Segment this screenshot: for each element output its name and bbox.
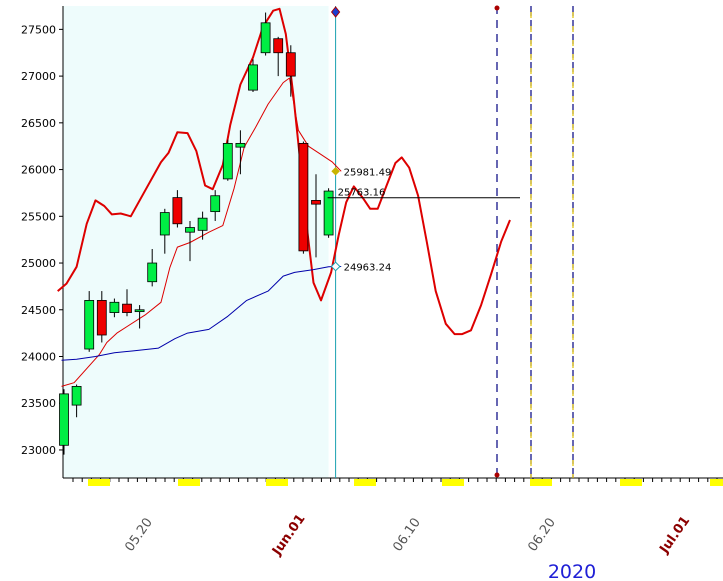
candle-down xyxy=(285,52,296,77)
candle-down xyxy=(273,38,284,54)
value-marker xyxy=(331,167,340,176)
series-line xyxy=(57,7,511,336)
candle-up xyxy=(109,301,120,313)
y-tick-label: 27000 xyxy=(21,70,56,83)
weekend-marker xyxy=(442,479,464,486)
candle-up xyxy=(235,142,246,148)
weekend-marker xyxy=(710,479,723,486)
x-tick-label: 06.20 xyxy=(525,515,559,554)
y-tick-label: 27500 xyxy=(21,23,56,36)
y-tick-label: 24000 xyxy=(21,350,56,363)
weekend-marker xyxy=(354,479,376,486)
y-tick-label: 25000 xyxy=(21,257,56,270)
weekend-marker xyxy=(88,479,110,486)
candle-up xyxy=(323,190,334,236)
candle-down xyxy=(122,303,132,313)
y-tick-label: 25500 xyxy=(21,210,56,223)
value-label: 24963.24 xyxy=(344,262,392,273)
candle-up xyxy=(84,300,95,350)
y-tick-label: 23500 xyxy=(21,397,56,410)
candle-up xyxy=(248,64,258,91)
value-label: 25981.49 xyxy=(344,167,392,178)
y-tick-label: 26500 xyxy=(21,117,56,130)
x-tick-label: Jun.01 xyxy=(269,512,308,559)
x-tick-label: 05.20 xyxy=(122,515,156,554)
candle-down xyxy=(96,300,107,336)
series-line xyxy=(61,77,342,387)
history-background xyxy=(63,6,329,478)
candle-up xyxy=(159,212,170,236)
forecast-marker-top xyxy=(494,5,500,11)
y-tick-label: 26000 xyxy=(21,164,56,177)
candle-up xyxy=(260,22,271,54)
weekend-marker xyxy=(266,479,288,486)
candle-up xyxy=(197,217,208,231)
candle-up xyxy=(210,195,221,213)
candle-up xyxy=(222,142,233,180)
candle-up xyxy=(147,262,158,283)
candle-up xyxy=(134,309,145,313)
value-marker xyxy=(330,261,341,272)
weekend-marker xyxy=(620,479,642,486)
x-tick-label: 06.10 xyxy=(390,515,424,554)
cursor-diamond xyxy=(330,6,341,18)
x-tick-label: Jul.01 xyxy=(656,514,693,557)
year-label: 2020 xyxy=(548,561,596,581)
y-tick-label: 23000 xyxy=(21,444,56,457)
weekend-marker xyxy=(530,479,552,486)
candle-up xyxy=(59,393,69,446)
candle-down xyxy=(172,197,183,225)
value-label: 25763.16 xyxy=(338,188,386,199)
forecast-marker-bottom xyxy=(494,472,500,478)
weekend-marker xyxy=(178,479,200,486)
series-line xyxy=(61,266,342,361)
candle-up xyxy=(185,227,195,233)
y-tick-label: 24500 xyxy=(21,304,56,317)
candle-up xyxy=(71,386,82,406)
candle-down xyxy=(311,200,321,205)
candle-down xyxy=(298,142,309,252)
